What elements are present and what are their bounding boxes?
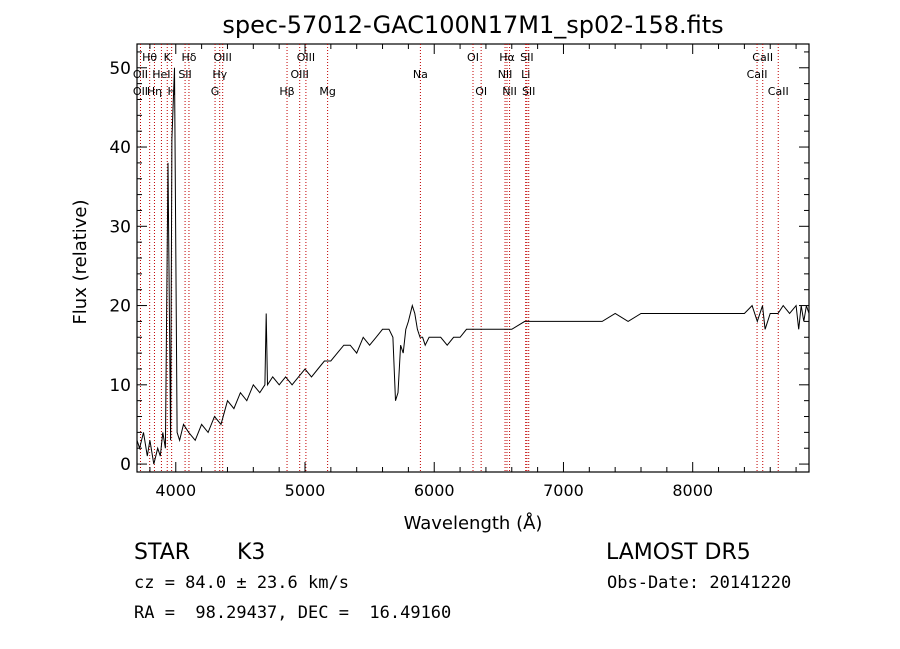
reference-line-label: OIII	[291, 68, 309, 81]
reference-line-label: NII	[498, 68, 513, 81]
reference-line-label: CaII	[752, 51, 773, 64]
y-tick-label: 0	[120, 455, 131, 475]
reference-line-label: CaII	[768, 85, 789, 98]
reference-line-label: G	[211, 85, 220, 98]
chart-title: spec-57012-GAC100N17M1_sp02-158.fits	[222, 11, 723, 39]
x-tick-label: 6000	[414, 481, 455, 500]
object-subclass: K3	[237, 540, 266, 565]
object-class: STAR	[134, 540, 191, 565]
observation-date: Obs-Date: 20141220	[607, 573, 792, 593]
survey-name: LAMOST DR5	[606, 540, 751, 565]
reference-line-label: OI	[467, 51, 479, 64]
reference-line-label: HeI	[152, 68, 170, 81]
y-tick-label: 20	[109, 297, 131, 317]
y-axis-ticks: 0 10 20 30 40 50	[109, 51, 809, 475]
y-tick-label: 30	[109, 217, 131, 237]
reference-line-label: Li	[521, 68, 530, 81]
reference-lines	[139, 44, 779, 472]
reference-line-label: Hβ	[279, 85, 294, 98]
y-axis-label: Flux (relative)	[70, 199, 91, 324]
reference-line-label: H	[167, 85, 175, 98]
x-tick-label: 8000	[672, 481, 713, 500]
y-tick-label: 50	[109, 59, 131, 79]
reference-line-label: OI	[475, 85, 487, 98]
x-tick-label: 7000	[543, 481, 584, 500]
reference-line-label: Hγ	[212, 68, 227, 81]
y-tick-label: 10	[109, 376, 131, 396]
spectrum-line	[136, 67, 810, 465]
y-tick-label: 40	[109, 138, 131, 158]
reference-line-label: SII	[522, 85, 535, 98]
x-tick-label: 4000	[155, 481, 196, 500]
reference-line-label: OII	[133, 85, 148, 98]
x-axis-label: Wavelength (Å)	[404, 512, 543, 534]
redshift-text: cz = 84.0 ± 23.6 km/s	[134, 573, 349, 593]
reference-line-label: Hθ	[142, 51, 157, 64]
x-tick-label: 5000	[285, 481, 326, 500]
reference-line-label: CaII	[747, 68, 768, 81]
reference-line-label: OIII	[297, 51, 315, 64]
reference-line-label: Na	[413, 68, 428, 81]
reference-line-label: OII	[133, 68, 148, 81]
reference-line-label: NII	[502, 85, 517, 98]
reference-line-label: SII	[178, 68, 191, 81]
reference-line-label: Hη	[147, 85, 162, 98]
x-axis-ticks: 4000 5000 6000 7000 8000	[149, 44, 797, 500]
reference-line-label: K	[164, 51, 172, 64]
reference-line-label: Hδ	[181, 51, 196, 64]
reference-line-label: Mg	[319, 85, 335, 98]
reference-line-label: SII	[520, 51, 533, 64]
reference-line-label: OIII	[213, 51, 231, 64]
reference-line-label: Hα	[499, 51, 515, 64]
coordinates-text: RA = 98.29437, DEC = 16.49160	[134, 603, 452, 623]
